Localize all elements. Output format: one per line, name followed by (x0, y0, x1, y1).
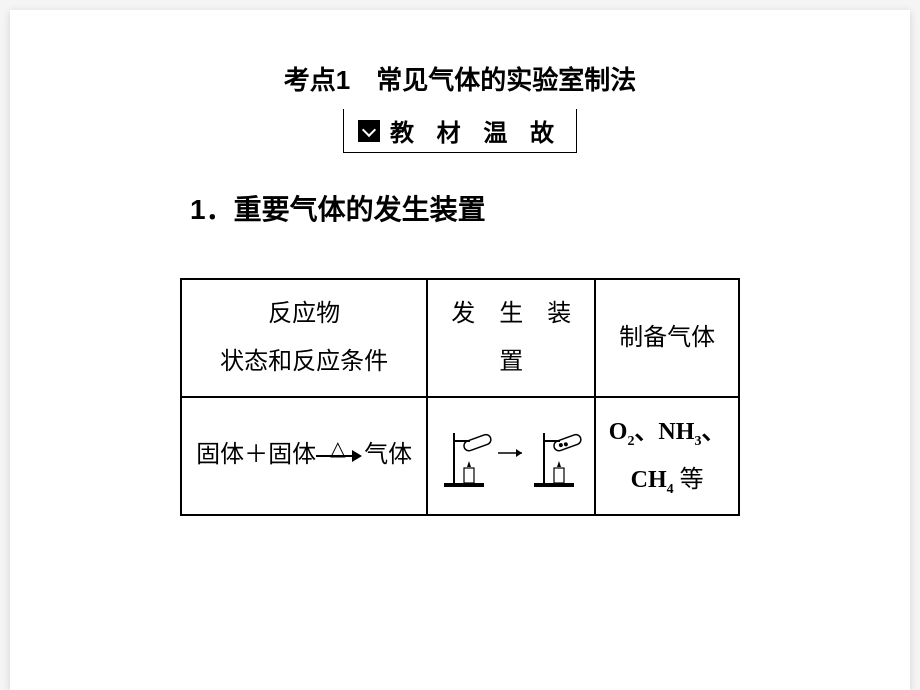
cell-apparatus (427, 397, 595, 515)
header-gas: 制备气体 (595, 279, 739, 397)
heat-triangle-icon: △ (330, 435, 345, 463)
gas-apparatus-table: 反应物 状态和反应条件 发 生 装 置 制备气体 固体＋固体 △ 气体 (180, 278, 740, 516)
header-apparatus: 发 生 装 置 (427, 279, 595, 397)
topic-title: 考点1 常见气体的实验室制法 (70, 60, 850, 97)
table-header-row: 反应物 状态和反应条件 发 生 装 置 制备气体 (181, 279, 739, 397)
review-banner: 教 材 温 故 (343, 109, 577, 153)
banner-text: 教 材 温 故 (390, 120, 562, 147)
reactant-left: 固体＋固体 (196, 442, 316, 468)
page-container: 考点1 常见气体的实验室制法 教 材 温 故 1．重要气体的发生装置 反应物 状… (10, 10, 910, 690)
table-row: 固体＋固体 △ 气体 (181, 397, 739, 515)
header-reactant: 反应物 状态和反应条件 (181, 279, 427, 397)
cell-gases: O2、NH3、CH4 等 (595, 397, 739, 515)
gas-list: O2、NH3、CH4 等 (609, 419, 726, 493)
section-heading: 1．重要气体的发生装置 (190, 188, 850, 228)
banner-wrap: 教 材 温 故 (70, 109, 850, 153)
reactant-right: 气体 (364, 442, 412, 468)
cell-reaction: 固体＋固体 △ 气体 (181, 397, 427, 515)
arrow-down-right-icon (358, 120, 380, 142)
apparatus-diagram-icon (436, 413, 586, 493)
